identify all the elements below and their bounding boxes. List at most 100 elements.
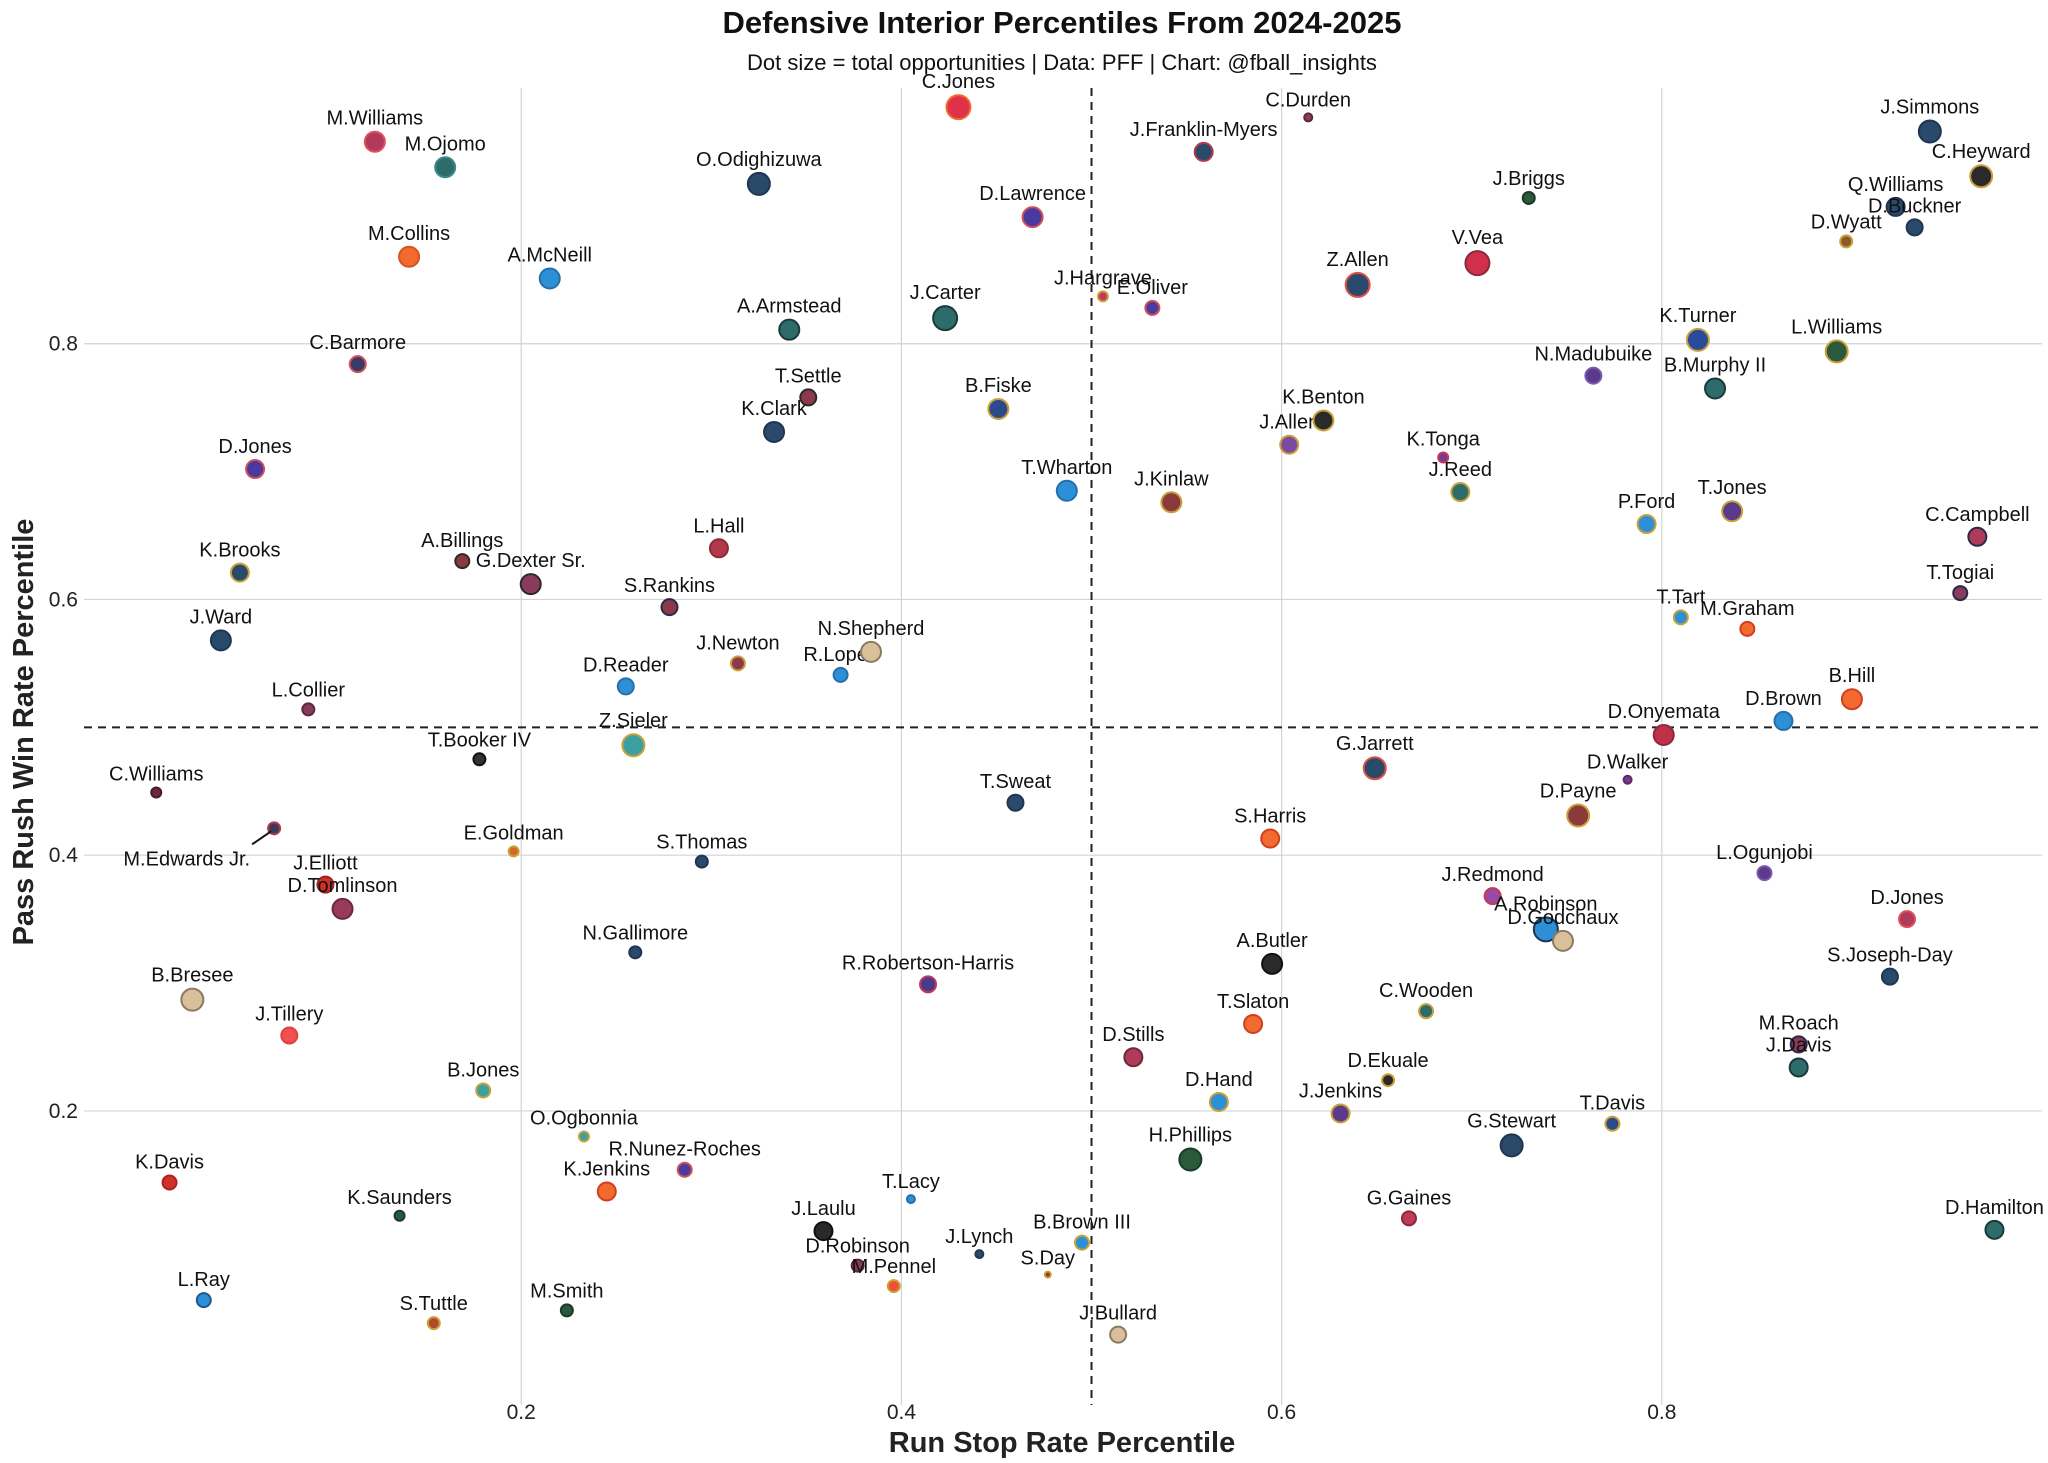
point-marker	[475, 1082, 492, 1099]
data-point: K.Tonga	[1406, 429, 1481, 464]
data-point: K.Brooks	[199, 540, 280, 583]
data-point: K.Turner	[1659, 305, 1737, 352]
point-label: D.Robinson	[805, 1236, 910, 1258]
point-label: B.Brown III	[1033, 1212, 1131, 1234]
data-point: T.Sweat	[980, 771, 1051, 812]
data-points: M.Williams M.Ojomo M.Collins A.McNeill C.Bar…	[109, 71, 2044, 1344]
point-label: D.Tomlinson	[288, 875, 398, 897]
point-marker	[1208, 1091, 1229, 1112]
data-point: C.Wooden	[1379, 980, 1473, 1020]
point-marker	[945, 94, 972, 121]
y-tick-label: 0.6	[49, 588, 78, 611]
point-label: J.Tillery	[255, 1003, 323, 1025]
point-marker	[1437, 451, 1450, 464]
point-marker	[398, 245, 421, 268]
data-point: G.Stewart	[1467, 1110, 1557, 1158]
point-marker	[331, 897, 354, 920]
point-label: R.Lopez	[803, 644, 878, 666]
point-label: B.Fiske	[965, 375, 1032, 397]
data-point: J.Laulu	[791, 1198, 856, 1242]
point-label: T.Booker IV	[428, 729, 532, 751]
point-label: T.Settle	[775, 365, 842, 387]
point-marker	[905, 1194, 916, 1205]
point-marker	[1721, 500, 1744, 523]
data-point: D.Jones	[218, 436, 292, 480]
data-point: J.Jenkins	[1299, 1080, 1382, 1124]
data-point: E.Goldman	[464, 822, 564, 858]
point-marker	[1243, 1013, 1264, 1034]
point-marker	[1261, 952, 1284, 975]
label-leader-line	[251, 830, 272, 846]
x-tick-label: 0.2	[507, 1401, 536, 1424]
point-label: M.Smith	[530, 1280, 603, 1302]
point-marker	[1880, 967, 1899, 986]
point-marker	[1652, 723, 1675, 746]
data-point: C.Jones	[922, 71, 995, 121]
point-label: J.Carter	[910, 282, 981, 304]
data-point: L.Collier	[272, 679, 345, 717]
data-point: T.Togiai	[1926, 562, 1994, 602]
data-point: E.Oliver	[1117, 277, 1188, 316]
data-point: T.Davis	[1580, 1093, 1645, 1132]
point-marker	[621, 733, 646, 758]
point-label: L.Ogunjobi	[1716, 842, 1813, 864]
point-marker	[1885, 196, 1906, 217]
data-point: J.Davis	[1766, 1034, 1831, 1078]
point-marker	[1260, 828, 1281, 849]
point-label: J.Jenkins	[1299, 1080, 1382, 1102]
point-label: J.Laulu	[791, 1198, 856, 1220]
point-label: D.Hamilton	[1945, 1197, 2044, 1219]
point-label: T.Slaton	[1217, 991, 1289, 1013]
data-point: T.Lacy	[882, 1171, 940, 1205]
point-marker	[616, 677, 635, 696]
point-marker	[209, 629, 232, 652]
point-label: D.Godchaux	[1507, 907, 1618, 929]
data-point: A.McNeill	[508, 245, 592, 290]
data-point: D.Onyemata	[1608, 701, 1721, 746]
point-marker	[1898, 910, 1917, 929]
point-marker	[832, 666, 849, 683]
point-label: L.Williams	[1791, 316, 1882, 338]
point-marker	[1450, 482, 1471, 503]
data-point: V.Vea	[1452, 227, 1504, 277]
point-marker	[301, 702, 316, 717]
point-label: J.Briggs	[1493, 168, 1565, 190]
point-marker	[454, 553, 471, 570]
data-point: M.Graham	[1700, 598, 1795, 637]
point-marker	[559, 1303, 574, 1318]
point-marker	[778, 318, 801, 341]
data-point: J.Simmons	[1880, 96, 1979, 144]
point-label: J.Simmons	[1880, 96, 1979, 118]
point-marker	[813, 1221, 834, 1242]
point-marker	[1279, 434, 1300, 455]
point-marker	[1967, 526, 1988, 547]
data-point: D.Hamilton	[1945, 1197, 2044, 1240]
point-marker	[1773, 710, 1794, 731]
point-marker	[1685, 327, 1710, 352]
point-label: A.Billings	[421, 530, 503, 552]
point-marker	[1704, 377, 1727, 400]
point-marker	[729, 655, 746, 672]
data-point: B.Fiske	[965, 375, 1032, 420]
data-point: A.Armstead	[737, 296, 842, 341]
data-point: J.Franklin-Myers	[1130, 119, 1278, 162]
data-point: H.Phillips	[1149, 1125, 1232, 1172]
data-point: D.Tomlinson	[288, 875, 398, 920]
point-label: J.Lynch	[945, 1226, 1013, 1248]
data-point: D.Payne	[1540, 781, 1617, 828]
point-marker	[1788, 1057, 1809, 1078]
data-point: D.Jones	[1870, 887, 1944, 929]
point-label: J.Redmond	[1441, 864, 1543, 886]
point-label: O.Ogbonnia	[530, 1107, 639, 1129]
point-marker	[1532, 916, 1559, 943]
data-point: G.Gaines	[1367, 1187, 1451, 1227]
point-label: M.Graham	[1700, 598, 1794, 620]
point-marker	[393, 1209, 406, 1222]
data-point: J.Reed	[1429, 459, 1492, 503]
point-marker	[628, 945, 643, 960]
data-point: J.Lynch	[945, 1226, 1013, 1260]
data-point: J.Redmond	[1441, 864, 1544, 906]
point-marker	[1418, 1003, 1435, 1020]
y-axis-title: Pass Rush Win Rate Percentile	[8, 519, 40, 946]
